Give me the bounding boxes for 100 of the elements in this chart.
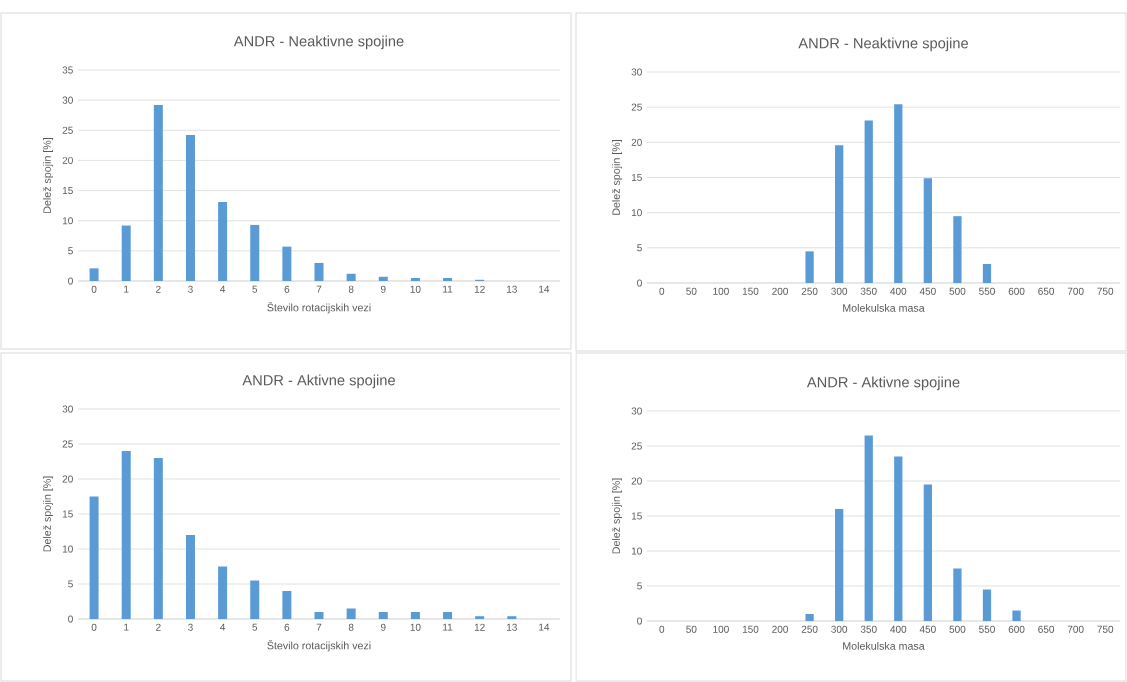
bar (805, 251, 814, 283)
y-tick-label: 25 (631, 442, 642, 450)
bar (314, 612, 324, 619)
x-tick-label: 550 (979, 287, 995, 295)
y-tick-label: 25 (631, 103, 642, 111)
bar (314, 262, 324, 281)
x-tick-label: 3 (188, 623, 193, 631)
x-tick-label: 300 (831, 287, 848, 295)
x-axis-title: Molekulska masa (843, 641, 925, 650)
x-tick-label: 450 (919, 287, 936, 295)
x-tick-label: 3 (188, 285, 193, 293)
bar (282, 591, 292, 619)
chart-title: ANDR - Neaktivne spojine (233, 35, 404, 50)
x-tick-label: 2 (156, 285, 161, 293)
y-tick-label: 15 (631, 174, 642, 181)
bar (475, 616, 485, 619)
bar (894, 104, 903, 283)
bar (282, 246, 292, 281)
bar (153, 458, 163, 619)
x-tick-label: 8 (348, 285, 354, 293)
x-tick-label: 9 (380, 623, 386, 631)
x-tick-label: 10 (410, 285, 421, 293)
x-tick-label: 0 (91, 623, 97, 631)
bar (89, 496, 99, 619)
x-tick-label: 150 (742, 287, 759, 295)
y-axis-title: Delež spojin [%] (612, 478, 623, 554)
y-tick-label: 10 (631, 547, 642, 555)
bar (953, 568, 962, 621)
bar (153, 104, 163, 281)
x-tick-label: 50 (686, 287, 697, 295)
x-tick-label: 9 (380, 285, 386, 293)
x-tick-label: 4 (220, 285, 226, 293)
x-tick-label: 6 (284, 285, 290, 293)
x-tick-label: 500 (949, 625, 966, 633)
x-tick-label: 600 (1008, 625, 1025, 633)
y-tick-label: 30 (62, 96, 73, 104)
bar (443, 277, 453, 281)
x-tick-label: 50 (686, 625, 697, 633)
y-tick-label: 0 (637, 279, 642, 287)
x-tick-label: 12 (474, 623, 485, 631)
x-tick-label: 1 (124, 623, 129, 631)
x-axis-title: Število rotacijskih vezi (267, 639, 371, 652)
y-tick-label: 5 (68, 580, 73, 588)
y-tick-label: 20 (631, 477, 642, 485)
y-tick-label: 25 (62, 126, 73, 134)
bar (378, 612, 388, 619)
x-tick-label: 11 (443, 285, 453, 293)
x-tick-label: 8 (348, 623, 354, 631)
x-tick-label: 400 (890, 625, 907, 633)
bar (835, 145, 844, 283)
x-tick-label: 250 (801, 625, 818, 633)
bar (864, 435, 873, 621)
y-tick-label: 5 (637, 244, 642, 252)
bar (953, 216, 962, 283)
y-tick-label: 10 (62, 217, 73, 225)
y-tick-label: 30 (631, 68, 642, 76)
x-tick-label: 14 (539, 623, 550, 631)
x-axis-title: Število rotacijskih vezi (267, 301, 371, 314)
x-tick-label: 1 (124, 285, 129, 293)
bar (218, 202, 228, 281)
x-tick-label: 250 (801, 287, 818, 295)
x-tick-label: 5 (252, 285, 258, 293)
bar (1012, 610, 1021, 621)
y-tick-label: 25 (62, 440, 73, 448)
bar (923, 178, 932, 283)
y-tick-label: 15 (631, 512, 642, 520)
x-tick-label: 13 (507, 285, 517, 293)
bar (894, 456, 903, 621)
bar (121, 451, 131, 619)
bar (923, 484, 932, 621)
bar (250, 580, 260, 619)
x-tick-label: 650 (1038, 625, 1055, 633)
y-tick-label: 0 (68, 277, 73, 285)
x-tick-label: 0 (91, 285, 97, 293)
y-tick-label: 0 (68, 615, 73, 623)
x-tick-label: 700 (1067, 287, 1084, 295)
x-tick-label: 200 (772, 625, 788, 633)
bar (982, 589, 992, 621)
bar (835, 509, 844, 621)
bar (185, 135, 195, 281)
bar (805, 614, 814, 621)
y-axis-title: Delež spojin [%] (43, 138, 54, 213)
x-tick-label: 150 (742, 625, 759, 633)
bar (378, 276, 388, 281)
x-tick-label: 500 (949, 287, 966, 295)
x-tick-label: 200 (772, 287, 788, 295)
y-tick-label: 15 (62, 187, 73, 195)
x-tick-label: 0 (659, 287, 665, 295)
x-tick-label: 300 (831, 625, 848, 633)
y-axis-title: Delež spojin [%] (43, 476, 54, 552)
chart-title: ANDR - Aktivne spojine (242, 374, 395, 389)
bar (443, 612, 453, 619)
x-tick-label: 10 (410, 623, 421, 631)
y-tick-label: 35 (62, 66, 73, 74)
x-tick-label: 650 (1038, 287, 1055, 295)
y-axis-title: Delež spojin [%] (612, 140, 623, 215)
x-tick-label: 7 (316, 285, 322, 293)
x-tick-label: 5 (252, 623, 258, 631)
y-tick-label: 15 (62, 510, 73, 518)
y-tick-label: 20 (62, 475, 73, 483)
